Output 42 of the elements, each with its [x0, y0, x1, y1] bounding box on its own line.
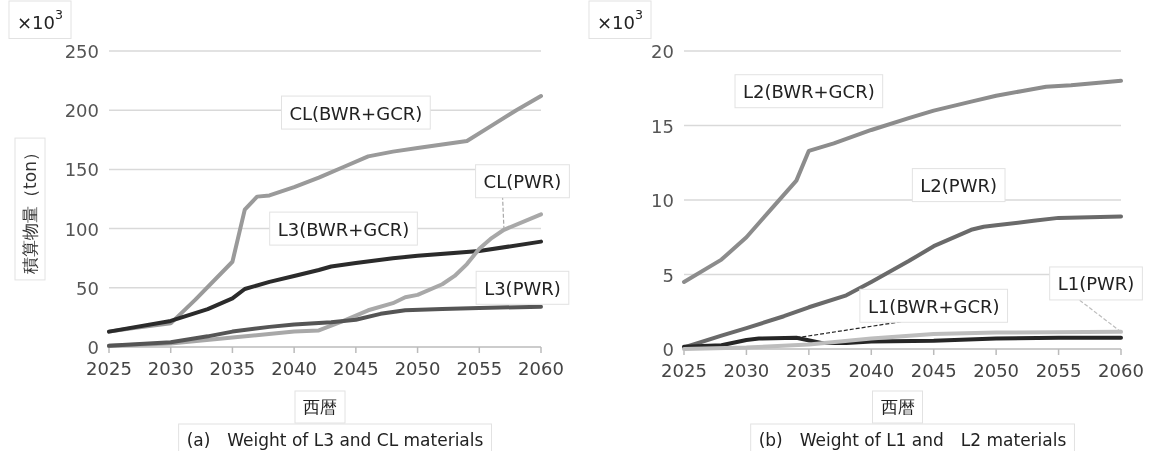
x-axis-title: 西暦: [880, 397, 915, 417]
x-tick-label: 2025: [661, 360, 707, 381]
series-label: CL(BWR+GCR): [289, 102, 423, 124]
series-label: L2(PWR): [920, 174, 998, 196]
series-label: L3(BWR+GCR): [277, 218, 410, 240]
x-tick-label: 2060: [1098, 360, 1144, 381]
y-tick-label: 200: [64, 99, 99, 121]
x-tick-label: 2030: [147, 358, 194, 379]
y-tick-label: 250: [64, 40, 99, 62]
x-tick-label: 2045: [910, 360, 957, 381]
y-tick-label: 20: [651, 40, 674, 62]
series-label: CL(PWR): [483, 170, 562, 192]
y-tick-label: 10: [651, 189, 674, 211]
y-axis-title: 積算物量（ton）: [20, 144, 40, 274]
x-tick-label: 2045: [332, 358, 379, 379]
y-tick-label: 0: [662, 338, 674, 360]
x-tick-label: 2040: [848, 360, 895, 381]
x-axis-title: 西暦: [303, 397, 337, 417]
x-tick-label: 2030: [723, 360, 770, 381]
text: ×10$^{3}$: [16, 7, 64, 33]
y-tick-label: 15: [651, 115, 674, 136]
y-tick-label: 100: [64, 218, 99, 240]
text: ×10$^{3}$: [596, 7, 644, 33]
x-tick-label: 2055: [1035, 360, 1082, 381]
y-tick-label: 150: [64, 158, 99, 180]
x-tick-label: 2050: [394, 358, 441, 379]
series-label: L3(PWR): [484, 277, 561, 299]
text: L1(PWR): [1057, 272, 1135, 294]
x-tick-label: 2035: [209, 358, 256, 379]
y-tick-label: 50: [76, 277, 99, 299]
y-tick-label: 5: [662, 264, 674, 285]
x-tick-label: 2060: [518, 358, 564, 379]
y-tick-label: 0: [87, 336, 99, 358]
series-label: L1(BWR+GCR): [867, 295, 1000, 317]
x-tick-label: 2050: [973, 360, 1020, 381]
x-tick-label: 2040: [271, 358, 318, 379]
text: (a) Weight of L3 and CL materials: [186, 430, 484, 450]
x-tick-label: 2035: [785, 360, 832, 381]
x-tick-label: 2025: [86, 358, 132, 379]
text: (b) Weight of L1 and L2 materials: [758, 430, 1067, 450]
series-label: L2(BWR+GCR): [743, 80, 875, 102]
x-tick-label: 2055: [456, 358, 503, 379]
